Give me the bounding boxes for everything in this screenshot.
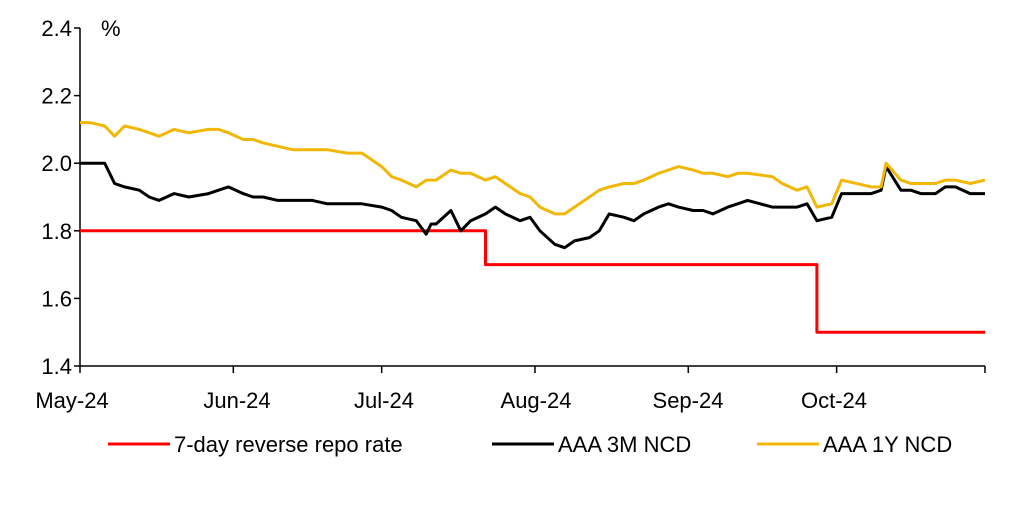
series-layer	[80, 121, 986, 334]
legend-label-3: AAA 1Y NCD	[823, 432, 952, 457]
x-tick-label: Jun-24	[203, 388, 270, 413]
legend: 7-day reverse repo rate AAA 3M NCD AAA 1Y …	[108, 432, 952, 457]
y-axis-ticks: 1.4 1.6 1.8 2.0 2.2 2.4	[41, 16, 80, 379]
x-tick-label: Jul-24	[354, 388, 414, 413]
x-tick-label: Aug-24	[501, 388, 572, 413]
y-tick-label: 2.4	[41, 16, 72, 41]
series-line-1	[80, 229, 985, 334]
x-tick-label: May-24	[35, 388, 108, 413]
x-axis-ticks: May-24 Jun-24 Jul-24 Aug-24 Sep-24 Oct-24	[35, 366, 986, 413]
x-tick-label: Oct-24	[801, 388, 867, 413]
y-tick-label: 2.2	[41, 84, 72, 109]
x-tick-label: Sep-24	[653, 388, 724, 413]
legend-label-1: 7-day reverse repo rate	[174, 432, 403, 457]
legend-label-2: AAA 3M NCD	[558, 432, 691, 457]
y-tick-label: 2.0	[41, 151, 72, 176]
series-line-2	[80, 161, 985, 250]
y-tick-label: 1.8	[41, 219, 72, 244]
series-line-3	[80, 121, 986, 216]
y-tick-label: 1.4	[41, 354, 72, 379]
unit-label: %	[101, 16, 121, 41]
y-tick-label: 1.6	[41, 286, 72, 311]
